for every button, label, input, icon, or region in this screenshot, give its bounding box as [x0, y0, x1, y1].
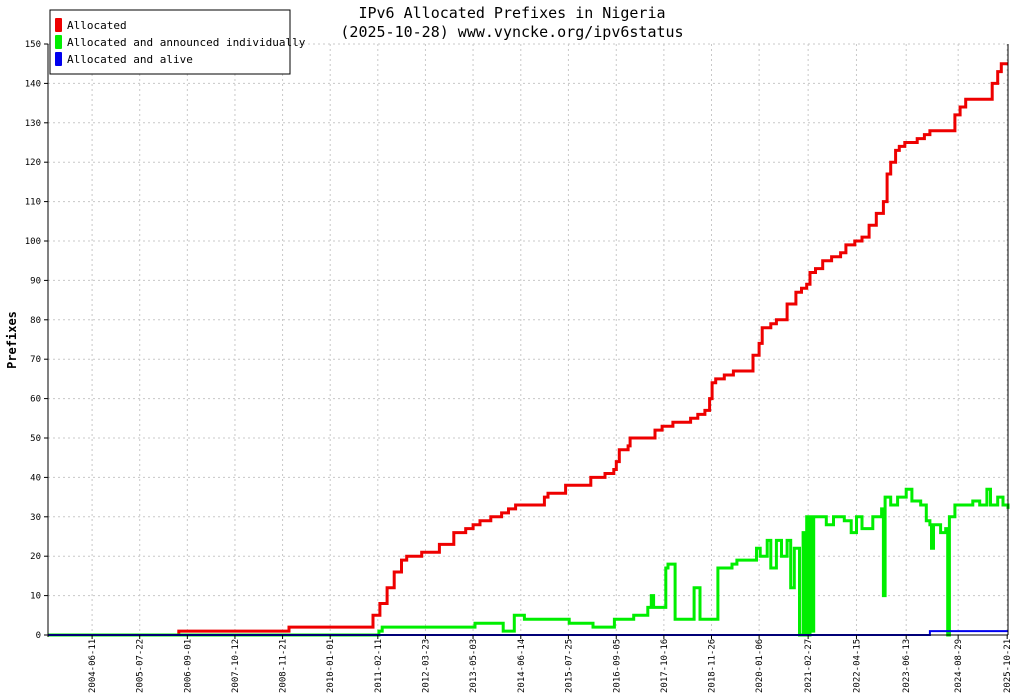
- legend-label: Allocated and announced individually: [67, 36, 306, 49]
- x-tick-label: 2022-04-15: [852, 639, 862, 693]
- x-tick-label: 2004-06-11: [88, 639, 98, 693]
- legend-swatch: [55, 35, 62, 49]
- x-tick-label: 2012-03-23: [421, 639, 431, 693]
- legend-swatch: [55, 18, 62, 32]
- y-tick-label: 50: [30, 434, 41, 444]
- y-tick-label: 20: [30, 552, 41, 562]
- y-tick-label: 120: [25, 158, 41, 168]
- y-tick-label: 70: [30, 355, 41, 365]
- y-tick-label: 100: [25, 237, 41, 247]
- legend: Allocated Allocated and announced individ…: [49, 9, 306, 75]
- chart-subtitle: (2025-10-28) www.vyncke.org/ipv6status: [340, 23, 683, 41]
- grid-lines: [48, 43, 1008, 635]
- y-tick-label: 10: [30, 592, 41, 602]
- x-tick-label: 2013-05-03: [469, 639, 479, 693]
- y-tick-label: 0: [36, 631, 41, 641]
- x-tick-label: 2025-10-21: [1003, 639, 1013, 693]
- x-tick-label: 2010-01-01: [326, 639, 336, 693]
- x-tick-label: 2014-06-14: [517, 639, 527, 693]
- y-tick-label: 140: [25, 79, 41, 89]
- chart-title: IPv6 Allocated Prefixes in Nigeria: [358, 4, 665, 22]
- legend-swatch: [55, 52, 62, 66]
- y-tick-label: 130: [25, 119, 41, 129]
- x-tick-label: 2006-09-01: [183, 639, 193, 693]
- x-tick-label: 2018-11-26: [707, 639, 717, 693]
- x-tick-label: 2016-09-05: [612, 639, 622, 693]
- x-tick-label: 2021-02-27: [804, 639, 814, 693]
- x-tick-label: 2020-01-06: [755, 639, 765, 693]
- x-tick-label: 2024-08-29: [954, 639, 964, 693]
- series-line-1: [48, 62, 1008, 637]
- x-tick-label: 2017-10-16: [660, 639, 670, 693]
- axes: 0 10 20 30 40 50 60 70 80 90 100 110 120 130 140 150 200…: [25, 40, 1013, 693]
- y-tick-label: 40: [30, 473, 41, 483]
- x-tick-label: 2011-02-11: [374, 639, 384, 693]
- y-tick-label: 150: [25, 40, 41, 50]
- legend-label: Allocated and alive: [67, 53, 193, 66]
- x-tick-label: 2005-07-22: [136, 639, 146, 693]
- y-tick-label: 90: [30, 276, 41, 286]
- legend-box: [49, 9, 291, 75]
- x-tick-label: 2023-06-13: [902, 639, 912, 693]
- y-tick-label: 30: [30, 513, 41, 523]
- y-tick-label: 80: [30, 316, 41, 326]
- x-tick-label: 2008-11-21: [279, 639, 289, 693]
- legend-label: Allocated: [67, 19, 127, 32]
- y-tick-label: 60: [30, 395, 41, 405]
- y-axis-title: Prefixes: [5, 311, 19, 369]
- x-tick-label: 2007-10-12: [231, 639, 241, 693]
- x-tick-label: 2015-07-25: [564, 639, 574, 693]
- y-tick-label: 110: [25, 198, 41, 208]
